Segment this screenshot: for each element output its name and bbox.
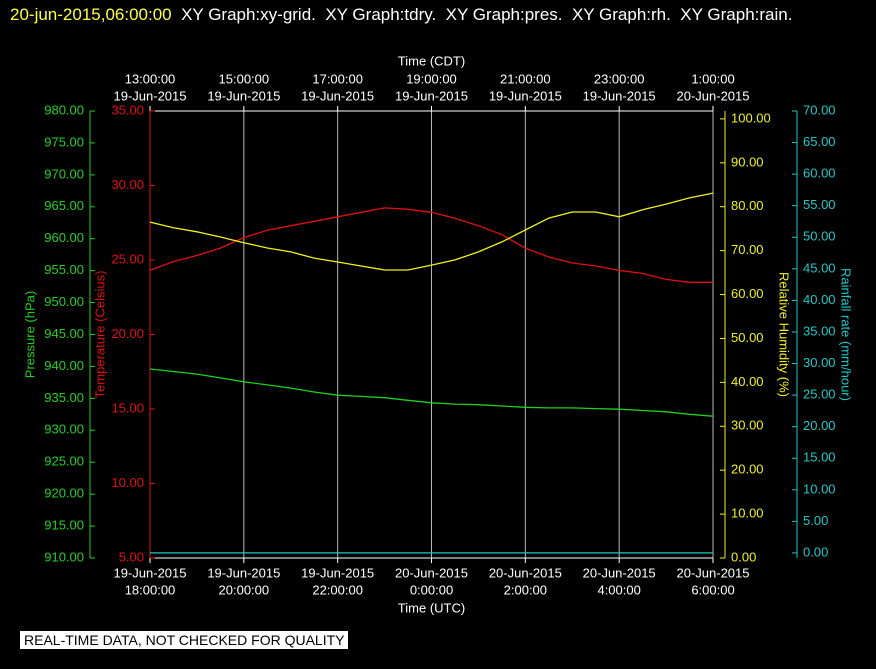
y-tick-label: 35.00: [111, 102, 144, 117]
y-tick-label: 30.00: [803, 355, 836, 370]
x2-tick-label: 1:00:00: [691, 71, 734, 86]
y-tick-label: 940.00: [44, 358, 84, 373]
x2-tick-date: 19-Jun-2015: [395, 88, 468, 103]
x2-tick-date: 19-Jun-2015: [301, 88, 374, 103]
x-tick-date: 20-Jun-2015: [677, 565, 750, 580]
x-tick-date: 20-Jun-2015: [489, 565, 562, 580]
y-tick-label: 0.00: [803, 544, 828, 559]
x2-tick-date: 19-Jun-2015: [583, 88, 656, 103]
series-line: [149, 207, 713, 283]
header: 20-jun-2015,06:00:00 XY Graph:xy-grid. X…: [10, 1, 860, 29]
x2-tick-date: 20-Jun-2015: [677, 88, 750, 103]
x-tick-label: 2:00:00: [504, 582, 547, 597]
x2-tick-label: 19:00:00: [406, 71, 457, 86]
y-tick-label: 20.00: [803, 418, 836, 433]
y-tick-label: 975.00: [44, 134, 84, 149]
x-tick-date: 20-Jun-2015: [583, 565, 656, 580]
x2-tick-date: 19-Jun-2015: [114, 88, 187, 103]
y-tick-label: 30.00: [111, 177, 144, 192]
series-line: [149, 368, 714, 417]
y-tick-label: 45.00: [803, 260, 836, 275]
x-tick-date: 19-Jun-2015: [207, 565, 280, 580]
x2-tick-label: 23:00:00: [594, 71, 645, 86]
y-tick-label: 960.00: [44, 230, 84, 245]
x-tick-label: 0:00:00: [410, 582, 453, 597]
y-tick-label: 35.00: [803, 323, 836, 338]
x2-tick-label: 17:00:00: [312, 71, 363, 86]
x-tick-label: 4:00:00: [597, 582, 640, 597]
x-tick-label: 22:00:00: [312, 582, 363, 597]
y-tick-label: 50.00: [731, 330, 764, 345]
y-tick-label: 950.00: [44, 294, 84, 309]
timestamp: 20-jun-2015,06:00:00: [10, 5, 172, 24]
y-tick-label: 20.00: [111, 326, 144, 341]
y-tick-label: 915.00: [44, 518, 84, 533]
y-tick-label: 15.00: [111, 400, 144, 415]
y-tick-label: 40.00: [803, 292, 836, 307]
y-tick-label: 920.00: [44, 486, 84, 501]
quality-notice: REAL-TIME DATA, NOT CHECKED FOR QUALITY: [20, 631, 349, 649]
y-tick-label: 55.00: [803, 197, 836, 212]
y-tick-label: 25.00: [111, 251, 144, 266]
y-axis-label: Pressure (hPa): [22, 291, 37, 378]
series-line: [149, 192, 714, 271]
y-tick-label: 10.00: [731, 506, 764, 521]
y-axis-label: Rainfall rate (mm/hour): [839, 268, 854, 401]
y-tick-label: 80.00: [731, 198, 764, 213]
y-tick-label: 5.00: [119, 549, 144, 564]
x2-tick-date: 19-Jun-2015: [207, 88, 280, 103]
y-tick-label: 60.00: [731, 286, 764, 301]
y-tick-label: 0.00: [731, 549, 756, 564]
x-tick-label: 18:00:00: [125, 582, 176, 597]
y-axis-label: Temperature (Celsius): [92, 271, 107, 399]
x2-axis-label: Time (CDT): [398, 53, 465, 68]
y-tick-label: 945.00: [44, 326, 84, 341]
y-tick-label: 935.00: [44, 390, 84, 405]
x-tick-date: 20-Jun-2015: [395, 565, 468, 580]
y-tick-label: 955.00: [44, 262, 84, 277]
y-tick-label: 20.00: [731, 462, 764, 477]
y-tick-label: 930.00: [44, 422, 84, 437]
y-tick-label: 90.00: [731, 154, 764, 169]
graph-list: XY Graph:xy-grid. XY Graph:tdry. XY Grap…: [181, 5, 793, 24]
y-tick-label: 30.00: [731, 418, 764, 433]
y-tick-label: 40.00: [731, 374, 764, 389]
y-tick-label: 65.00: [803, 134, 836, 149]
x-tick-label: 6:00:00: [691, 582, 734, 597]
y-tick-label: 925.00: [44, 454, 84, 469]
y-tick-label: 910.00: [44, 549, 84, 564]
x-tick-date: 19-Jun-2015: [114, 565, 187, 580]
y-tick-label: 15.00: [803, 450, 836, 465]
y-tick-label: 100.00: [731, 110, 771, 125]
y-tick-label: 980.00: [44, 102, 84, 117]
x-tick-date: 19-Jun-2015: [301, 565, 374, 580]
x2-tick-label: 15:00:00: [219, 71, 270, 86]
y-tick-label: 5.00: [803, 513, 828, 528]
y-tick-label: 970.00: [44, 166, 84, 181]
x-axis-label: Time (UTC): [398, 600, 465, 615]
y-tick-label: 25.00: [803, 387, 836, 402]
y-tick-label: 50.00: [803, 229, 836, 244]
y-tick-label: 965.00: [44, 198, 84, 213]
x2-tick-label: 13:00:00: [125, 71, 176, 86]
y-axis-label: Relative Humidity (%): [777, 272, 792, 397]
x-tick-label: 20:00:00: [219, 582, 270, 597]
y-tick-label: 10.00: [803, 481, 836, 496]
x2-tick-label: 21:00:00: [500, 71, 551, 86]
y-tick-label: 10.00: [111, 475, 144, 490]
x2-tick-date: 19-Jun-2015: [489, 88, 562, 103]
y-tick-label: 70.00: [731, 242, 764, 257]
y-tick-label: 60.00: [803, 166, 836, 181]
y-tick-label: 70.00: [803, 102, 836, 117]
